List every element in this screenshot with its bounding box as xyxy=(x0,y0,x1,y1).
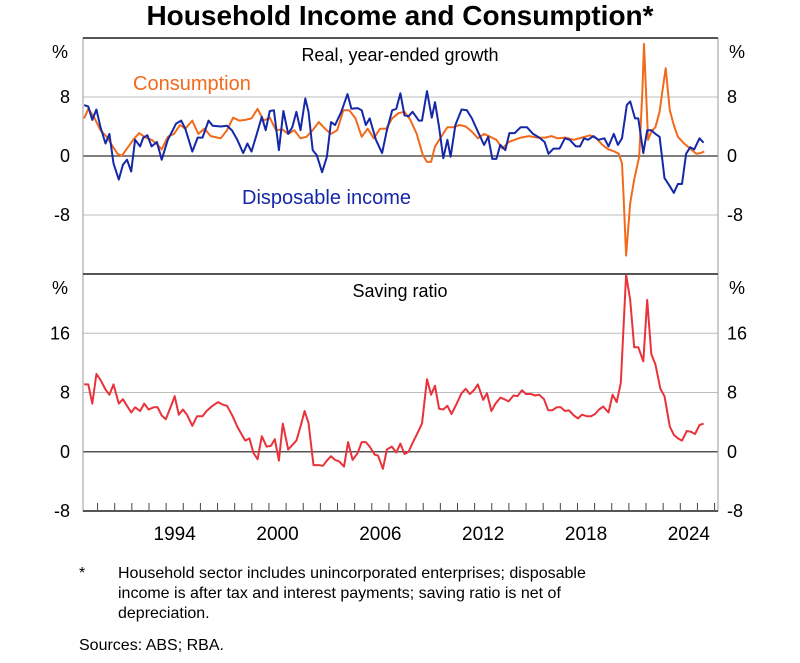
footnote-line-2: income is after tax and interest payment… xyxy=(118,585,561,602)
panel-title: Saving ratio xyxy=(352,281,447,301)
y-tick-label-right: -8 xyxy=(727,205,743,225)
y-tick-label-left: 8 xyxy=(60,87,70,107)
y-tick-label-left: 8 xyxy=(60,383,70,403)
y-tick-label-left: -8 xyxy=(54,501,70,521)
series-label-consumption: Consumption xyxy=(133,73,251,95)
y-tick-label-right: 0 xyxy=(727,442,737,462)
y-tick-label-left: -8 xyxy=(54,205,70,225)
y-unit-label-left: % xyxy=(52,42,68,62)
y-tick-label-right: 16 xyxy=(727,323,747,343)
y-tick-label-right: -8 xyxy=(727,501,743,521)
x-tick-label: 2012 xyxy=(462,524,504,545)
series-line-disposable-income xyxy=(83,90,705,194)
y-tick-label-left: 0 xyxy=(60,146,70,166)
chart-title: Household Income and Consumption* xyxy=(146,0,654,31)
y-tick-label-right: 8 xyxy=(727,383,737,403)
x-tick-label: 2006 xyxy=(359,524,401,545)
y-tick-label-left: 16 xyxy=(50,323,70,343)
footnote-marker: * xyxy=(79,565,86,582)
y-tick-label-right: 8 xyxy=(727,87,737,107)
x-tick-label: 2018 xyxy=(565,524,607,545)
sources: Sources: ABS; RBA. xyxy=(79,637,224,654)
y-unit-label-left: % xyxy=(52,278,68,298)
x-tick-label: 2000 xyxy=(256,524,298,545)
y-unit-label-right: % xyxy=(729,42,745,62)
series-line-consumption xyxy=(83,42,705,257)
panel-title: Real, year-ended growth xyxy=(301,45,498,65)
y-unit-label-right: % xyxy=(729,278,745,298)
x-tick-label: 1994 xyxy=(154,524,197,545)
footnote-line-1: Household sector includes unincorporated… xyxy=(118,565,586,582)
y-tick-label-right: 0 xyxy=(727,146,737,166)
series-label-disposable-income: Disposable income xyxy=(242,187,411,209)
x-tick-label: 2024 xyxy=(668,524,711,545)
y-tick-label-left: 0 xyxy=(60,442,70,462)
footnote-line-3: depreciation. xyxy=(118,605,210,622)
series-line-saving-ratio xyxy=(84,273,704,470)
